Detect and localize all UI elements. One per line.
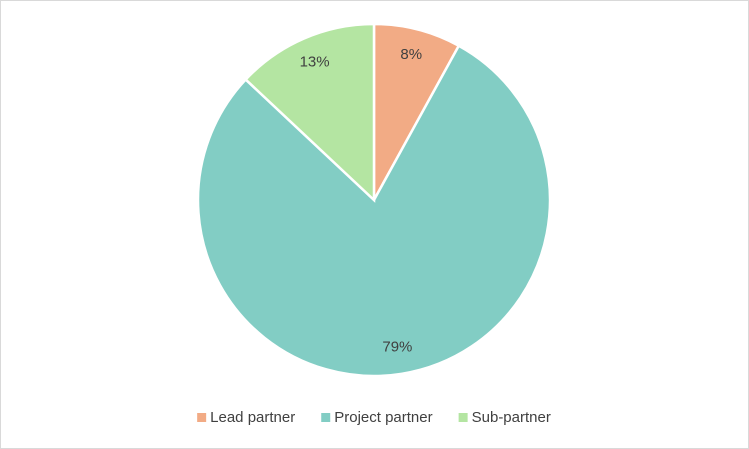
legend-label: Lead partner bbox=[210, 409, 295, 426]
legend-label: Sub-partner bbox=[472, 409, 551, 426]
data-label: 8% bbox=[400, 46, 422, 63]
legend-swatch bbox=[197, 413, 207, 422]
legend-swatch bbox=[321, 413, 331, 422]
legend-swatch bbox=[458, 413, 468, 422]
data-label: 79% bbox=[382, 339, 412, 356]
pie-slice bbox=[243, 22, 376, 203]
data-label: 13% bbox=[300, 54, 330, 71]
pie-slice bbox=[196, 44, 552, 378]
legend-label: Project partner bbox=[334, 409, 432, 426]
pie-slice bbox=[372, 22, 461, 201]
